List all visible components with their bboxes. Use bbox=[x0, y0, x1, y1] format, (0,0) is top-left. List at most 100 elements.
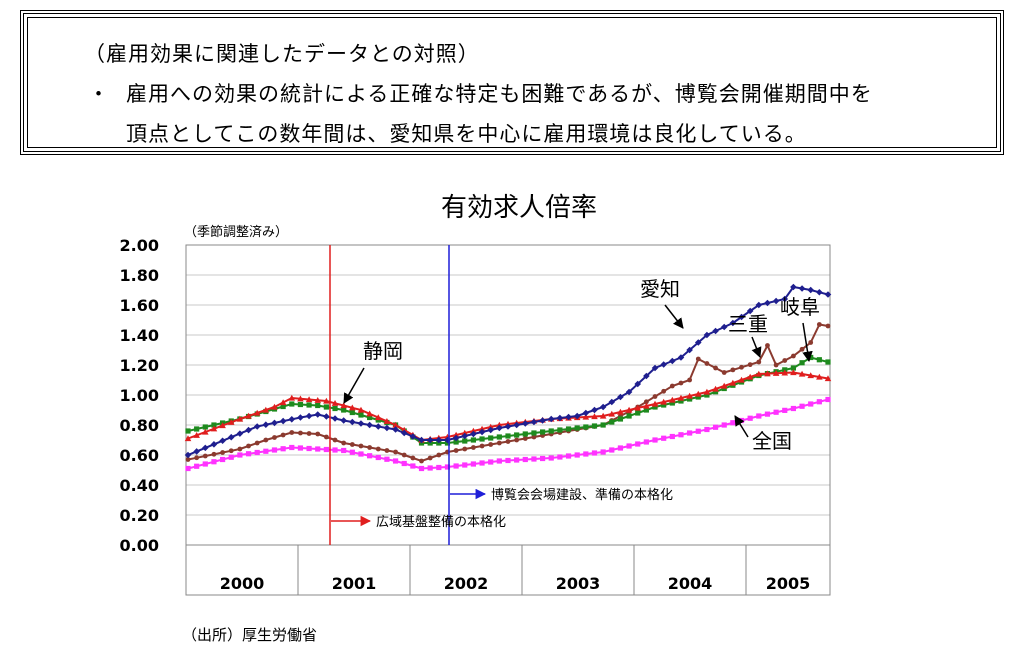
series-4 bbox=[185, 396, 831, 472]
data-point bbox=[262, 406, 270, 413]
data-point bbox=[583, 451, 589, 457]
data-point bbox=[323, 434, 329, 440]
data-point bbox=[694, 339, 702, 346]
data-point bbox=[808, 401, 814, 407]
data-point bbox=[530, 418, 538, 426]
data-point bbox=[202, 461, 208, 467]
data-point bbox=[652, 394, 658, 399]
chart-subtitle: （季節調整済み） bbox=[184, 224, 288, 240]
data-point bbox=[790, 365, 797, 371]
data-point bbox=[756, 413, 762, 419]
data-point bbox=[565, 453, 572, 459]
data-point bbox=[367, 414, 373, 421]
data-point bbox=[185, 428, 191, 434]
data-point bbox=[643, 372, 650, 380]
data-point bbox=[315, 402, 321, 409]
data-point bbox=[773, 362, 779, 368]
data-point bbox=[254, 449, 260, 456]
data-point bbox=[720, 382, 728, 389]
data-point bbox=[694, 390, 702, 397]
data-point bbox=[393, 449, 398, 455]
data-point bbox=[357, 420, 365, 427]
y-tick-label: 1.00 bbox=[120, 386, 159, 405]
data-point bbox=[271, 403, 278, 410]
data-point bbox=[617, 445, 624, 451]
data-point bbox=[652, 404, 658, 410]
data-point bbox=[634, 380, 642, 388]
data-point bbox=[314, 396, 322, 403]
data-point bbox=[790, 283, 797, 291]
data-point bbox=[479, 460, 485, 466]
data-point bbox=[764, 370, 771, 377]
data-point bbox=[582, 409, 590, 417]
data-point bbox=[470, 430, 477, 438]
data-point bbox=[791, 353, 796, 359]
data-point bbox=[599, 403, 607, 411]
data-point bbox=[366, 421, 373, 429]
data-point bbox=[288, 416, 296, 423]
data-point bbox=[211, 451, 217, 457]
source-note: （出所）厚生労働省 bbox=[182, 626, 318, 644]
data-point bbox=[703, 331, 711, 339]
data-point bbox=[374, 414, 382, 421]
data-point bbox=[825, 323, 831, 329]
data-point bbox=[366, 410, 373, 417]
data-point bbox=[400, 426, 408, 433]
data-point bbox=[591, 406, 598, 414]
data-point bbox=[219, 437, 226, 445]
data-point bbox=[253, 409, 261, 416]
data-point bbox=[426, 436, 434, 444]
data-point bbox=[401, 460, 407, 467]
data-point bbox=[392, 458, 399, 464]
data-point bbox=[331, 415, 339, 422]
data-point bbox=[306, 445, 312, 452]
data-point bbox=[816, 399, 822, 405]
data-point bbox=[305, 412, 313, 420]
data-point bbox=[756, 359, 762, 365]
series-label-national: 全国 bbox=[752, 429, 792, 453]
data-point bbox=[816, 288, 823, 296]
data-point bbox=[548, 428, 554, 434]
data-point bbox=[462, 462, 468, 468]
data-point bbox=[643, 439, 649, 445]
data-point bbox=[315, 446, 321, 452]
data-point bbox=[522, 456, 528, 463]
data-point bbox=[807, 286, 815, 294]
data-point bbox=[409, 433, 417, 440]
data-point bbox=[349, 418, 356, 426]
data-point bbox=[427, 455, 433, 461]
data-point bbox=[452, 434, 460, 442]
data-point bbox=[305, 396, 313, 403]
data-point bbox=[514, 437, 520, 443]
data-point bbox=[513, 421, 520, 429]
data-point bbox=[687, 430, 693, 436]
data-point bbox=[237, 446, 243, 452]
data-point bbox=[799, 346, 805, 352]
data-point bbox=[695, 356, 701, 362]
series-1 bbox=[185, 322, 831, 464]
data-point bbox=[392, 426, 399, 433]
data-point bbox=[349, 442, 355, 447]
series-0 bbox=[184, 283, 832, 459]
data-point bbox=[772, 297, 780, 305]
data-point bbox=[660, 361, 667, 368]
data-point bbox=[358, 443, 364, 449]
data-point bbox=[297, 401, 304, 408]
data-point bbox=[184, 435, 192, 442]
data-point bbox=[436, 452, 442, 458]
data-point bbox=[349, 449, 355, 455]
data-point bbox=[279, 399, 287, 406]
data-point bbox=[557, 427, 563, 433]
data-point bbox=[340, 402, 347, 409]
data-point bbox=[210, 425, 218, 432]
data-point bbox=[824, 291, 832, 298]
data-point bbox=[314, 411, 322, 418]
data-point bbox=[591, 450, 598, 456]
data-point bbox=[202, 453, 208, 459]
data-point bbox=[635, 441, 641, 447]
data-point bbox=[669, 433, 675, 440]
data-point bbox=[341, 407, 347, 413]
data-point bbox=[574, 452, 580, 458]
data-point bbox=[643, 399, 649, 405]
data-point bbox=[358, 412, 364, 418]
